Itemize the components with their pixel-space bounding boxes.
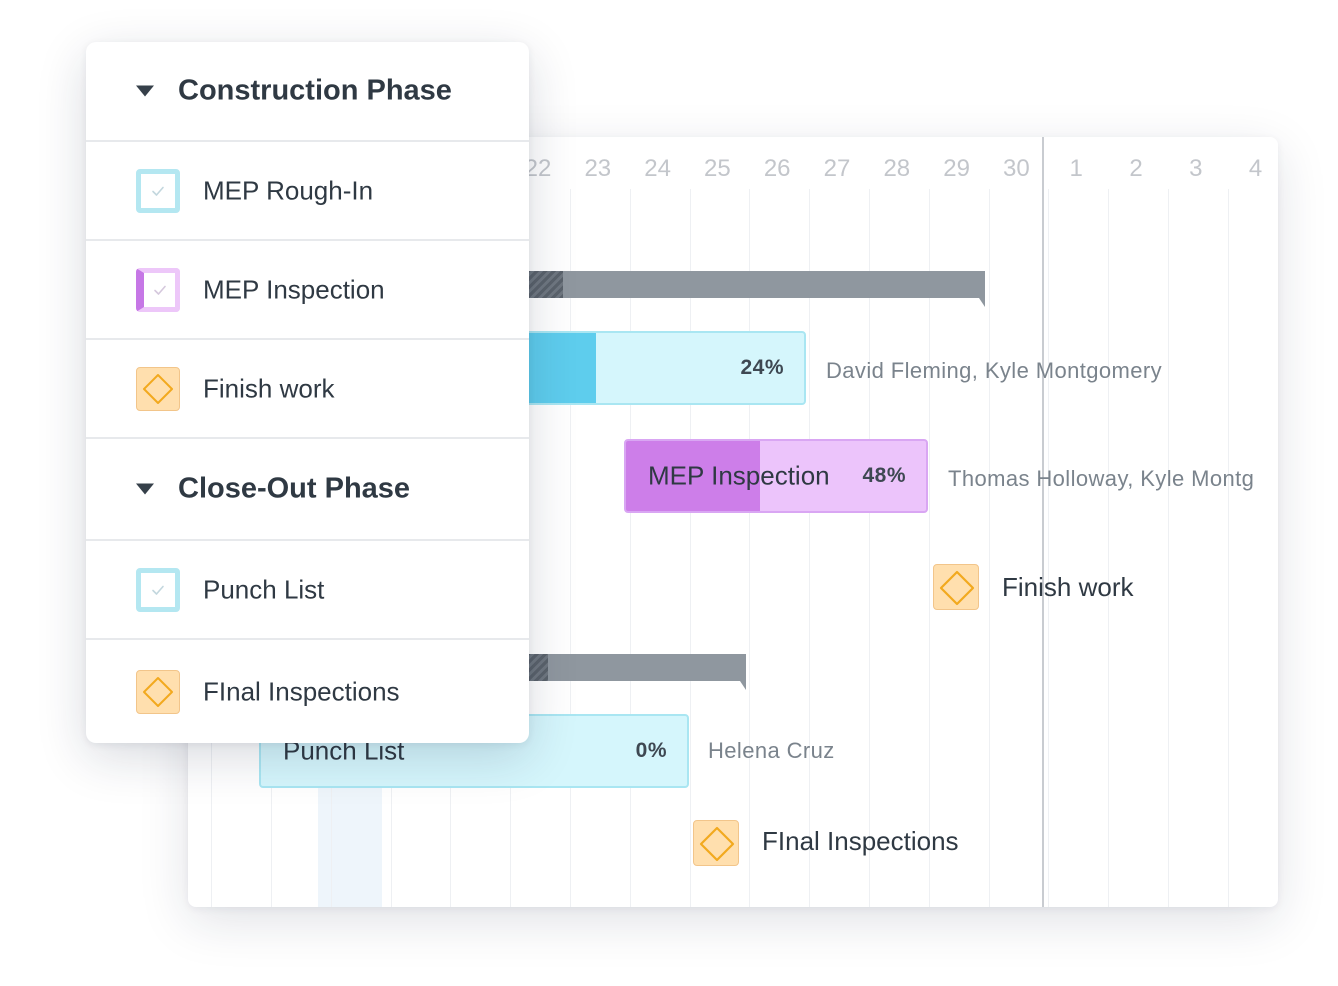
timeline-day-gridline [569, 189, 571, 907]
timeline-day-gridline [1167, 189, 1169, 907]
bar-task-name: MEP Inspection [648, 460, 830, 491]
phase-header-construction[interactable]: Construction Phase [86, 42, 529, 142]
finish-work-milestone-label: Finish work [1002, 572, 1134, 602]
milestone-diamond-icon [136, 669, 180, 714]
phase-title: Construction Phase [178, 74, 452, 107]
mep-rough-in-assignees: David Fleming, Kyle Montgomery [826, 358, 1163, 383]
progress-percent: 24% [740, 356, 784, 379]
task-row-mep-rough-in[interactable]: MEP Rough-In [86, 142, 529, 241]
task-row-punch-list[interactable]: Punch List [86, 541, 529, 640]
mep-rough-in-bar[interactable]: 24% [488, 331, 806, 405]
timeline-day-gridline [629, 189, 631, 907]
timeline-day-label: 28 [883, 155, 911, 182]
task-row-finish-work[interactable]: Finish work [86, 340, 529, 439]
progress-percent: 0% [635, 739, 667, 762]
phase-title: Close-Out Phase [178, 472, 411, 505]
timeline-day-gridline [1108, 189, 1110, 907]
summary-end-cap [740, 681, 746, 690]
timeline-day-label: 2 [1129, 155, 1143, 182]
timeline-day-gridline [809, 189, 811, 907]
timeline-day-gridline [1227, 189, 1229, 907]
task-list-panel: Construction Phase MEP Rough-In MEP Insp… [86, 42, 529, 743]
timeline-day-label: 30 [1003, 155, 1030, 182]
close-out-phase-summary-bar[interactable] [518, 654, 746, 690]
timeline-day-label: 1 [1069, 155, 1083, 182]
timeline-day-label: 27 [823, 155, 851, 182]
construction-phase-summary-bar[interactable] [518, 271, 985, 307]
progress-fill [626, 441, 760, 511]
timeline-day-label: 4 [1248, 155, 1263, 182]
timeline-day-label: 22 [524, 155, 552, 182]
timeline-day-label: 25 [704, 155, 731, 182]
task-title: Finish work [203, 373, 335, 403]
punch-list-assignees: Helena Cruz [708, 738, 835, 763]
task-title: MEP Rough-In [203, 175, 374, 205]
timeline-day-label: 23 [584, 155, 612, 182]
timeline-day-gridline [1048, 189, 1050, 907]
timeline-day-gridline [988, 189, 990, 907]
mep-inspection-bar[interactable]: MEP Inspection 48% [624, 439, 928, 513]
summary-end-cap [979, 298, 985, 307]
checkbox-icon[interactable] [136, 567, 180, 612]
weekend-shade [318, 787, 382, 907]
timeline-day-gridline [749, 189, 751, 907]
finish-work-milestone-icon[interactable] [933, 564, 979, 610]
final-inspections-milestone-label: FInal Inspections [762, 826, 959, 856]
checkbox-icon[interactable] [136, 267, 180, 312]
task-title: MEP Inspection [203, 274, 385, 304]
collapse-caret-icon[interactable] [136, 85, 154, 97]
timeline-day-gridline [928, 189, 930, 907]
today-marker [1042, 137, 1044, 907]
timeline-day-gridline [689, 189, 691, 907]
milestone-diamond-icon [136, 366, 180, 411]
phase-header-close-out[interactable]: Close-Out Phase [86, 439, 529, 541]
timeline-day-label: 24 [644, 155, 671, 182]
task-title: Punch List [203, 574, 325, 604]
task-title: FInal Inspections [203, 676, 400, 706]
checkbox-icon[interactable] [136, 168, 180, 213]
task-row-mep-inspection[interactable]: MEP Inspection [86, 241, 529, 340]
timeline-day-label: 29 [943, 155, 970, 182]
timeline-day-gridline [868, 189, 870, 907]
progress-percent: 48% [862, 464, 906, 487]
timeline-day-label: 3 [1189, 155, 1203, 182]
task-row-final-inspections[interactable]: FInal Inspections [86, 640, 529, 743]
mep-inspection-assignees: Thomas Holloway, Kyle Montg [948, 466, 1255, 491]
collapse-caret-icon[interactable] [136, 483, 154, 495]
timeline-day-label: 26 [763, 155, 791, 182]
final-inspections-milestone-icon[interactable] [693, 820, 739, 866]
